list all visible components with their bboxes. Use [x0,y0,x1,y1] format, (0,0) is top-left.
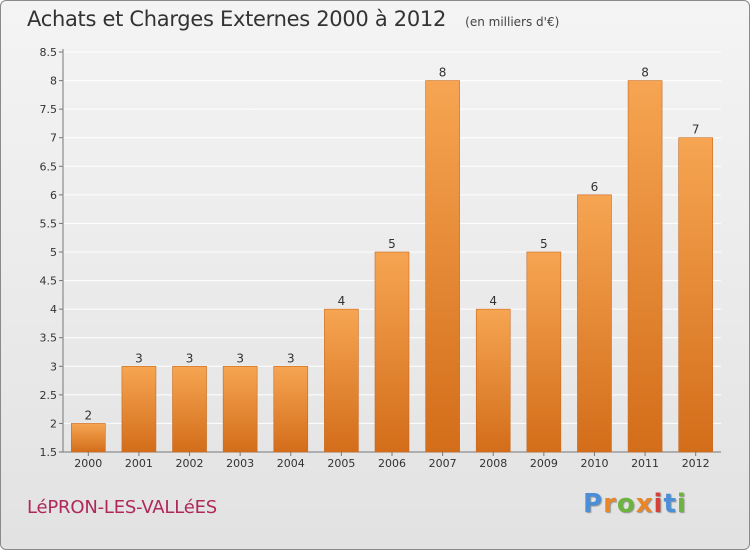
logo-letter: o [616,489,636,519]
x-tick-label: 2000 [74,457,102,470]
bar [577,194,612,453]
x-tick-label: 2011 [631,457,659,470]
x-tick-label: 2012 [682,457,710,470]
logo-letter: x [635,489,654,519]
x-tick-label: 2002 [176,457,204,470]
y-tick-label: 3 [50,360,57,373]
x-tick-label: 2010 [580,457,608,470]
chart-unit-label: (en milliers d'€) [465,15,560,29]
bar [273,365,309,453]
data-label: 8 [641,66,649,80]
y-tick-label: 5.5 [40,217,58,230]
y-tick-label: 4 [50,303,57,316]
bar [678,137,713,453]
y-tick-label: 1.5 [40,446,58,459]
logo-letter: t [663,489,677,519]
proxiti-logo: Proxiti [583,489,687,519]
y-tick-label: 4.5 [40,275,58,288]
logo-letter: i [653,489,664,519]
data-labels: 2 3 3 3 3 4 5 8 4 5 6 8 7 [84,66,699,423]
data-label: 3 [287,351,295,365]
data-label: 3 [236,351,244,365]
x-tick-label: 2008 [479,457,507,470]
logo-letter: P [583,489,604,519]
logo-letter: i [676,489,687,519]
chart-title: Achats et Charges Externes 2000 à 2012 [27,7,447,31]
y-tick-label: 2 [50,417,57,430]
logo-letter: r [603,489,617,519]
bar [526,251,562,453]
title-row: Achats et Charges Externes 2000 à 2012 (… [27,7,559,31]
bar [627,80,663,453]
bars [71,80,713,453]
data-label: 8 [439,66,447,80]
y-tick-label: 5 [50,246,57,259]
y-tick-label: 2.5 [40,389,58,402]
data-label: 2 [84,408,92,422]
data-label: 7 [692,123,700,137]
y-tick-label: 6 [50,189,57,202]
bar [324,308,359,453]
x-tick-label: 2001 [125,457,153,470]
bar [374,251,410,453]
bar [425,80,460,453]
data-label: 3 [135,351,143,365]
bar [172,365,207,453]
data-label: 3 [186,351,194,365]
bar [475,308,511,453]
y-tick-label: 3.5 [40,332,58,345]
data-label: 4 [338,294,346,308]
x-tick-label: 2009 [530,457,558,470]
commune-name: LéPRON-LES-VALLéES [27,497,218,518]
y-tick-labels: 1.5 2 2.5 3 3.5 4 4.5 5 5.5 6 6.5 7 7.5 8 8.5 [40,46,58,459]
x-tick-label: 2003 [226,457,254,470]
x-tick-label: 2005 [327,457,355,470]
x-tick-label: 2007 [429,457,457,470]
bar [222,365,258,453]
y-tick-label: 7.5 [40,103,58,116]
data-label: 5 [388,237,396,251]
bar [121,365,157,453]
y-tick-label: 8 [50,75,57,88]
x-tick-labels: 2000 2001 2002 2003 2004 2005 2006 2007 2008 2009… [74,452,710,470]
data-label: 5 [540,237,548,251]
y-tick-label: 6.5 [40,160,58,173]
bar [71,423,106,453]
x-tick-label: 2006 [378,457,406,470]
data-label: 4 [489,294,497,308]
y-tick-label: 8.5 [40,46,58,59]
data-label: 6 [591,180,599,194]
y-tick-label: 7 [50,132,57,145]
x-tick-label: 2004 [277,457,305,470]
